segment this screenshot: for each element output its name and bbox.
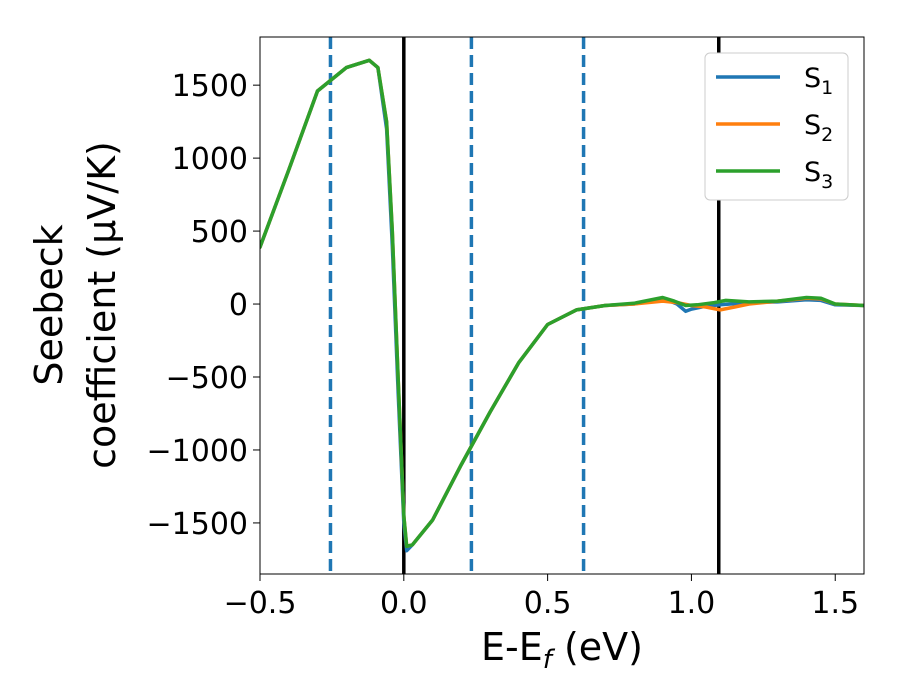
- y-tick-label: 0: [229, 288, 248, 323]
- y-tick-label: −1500: [147, 507, 248, 542]
- x-axis: −0.5 0.0 0.5 1.0 1.5: [224, 574, 859, 621]
- legend-box: [704, 52, 849, 201]
- legend-label-S3: S3: [804, 157, 833, 193]
- x-tick-label: 0.0: [380, 586, 428, 621]
- y-tick-label: −500: [166, 361, 248, 396]
- x-tick-label: 1.0: [668, 586, 716, 621]
- legend-label-S1: S1: [804, 63, 833, 99]
- y-axis-title-line1: Seebeck: [27, 224, 71, 385]
- y-axis: −1500 −1000 −500 0 500 1000 1500: [147, 69, 260, 542]
- y-tick-label: −1000: [147, 434, 248, 469]
- y-tick-label: 500: [191, 215, 248, 250]
- reference-lines: [328, 37, 721, 574]
- y-axis-title-line2: coefficient (μV/K): [80, 141, 124, 469]
- x-tick-label: 0.5: [524, 586, 572, 621]
- x-tick-label: −0.5: [224, 586, 297, 621]
- series-lines: [260, 58, 864, 553]
- x-axis-title: E-Ef (eV): [481, 625, 643, 675]
- x-tick-label: 1.5: [811, 586, 859, 621]
- legend: S1 S2 S3: [704, 52, 849, 201]
- y-tick-label: 1000: [172, 142, 248, 177]
- y-tick-label: 1500: [172, 69, 248, 104]
- legend-label-S2: S2: [804, 110, 833, 146]
- plot-frame: [259, 36, 865, 575]
- series-line-S3: [260, 58, 864, 549]
